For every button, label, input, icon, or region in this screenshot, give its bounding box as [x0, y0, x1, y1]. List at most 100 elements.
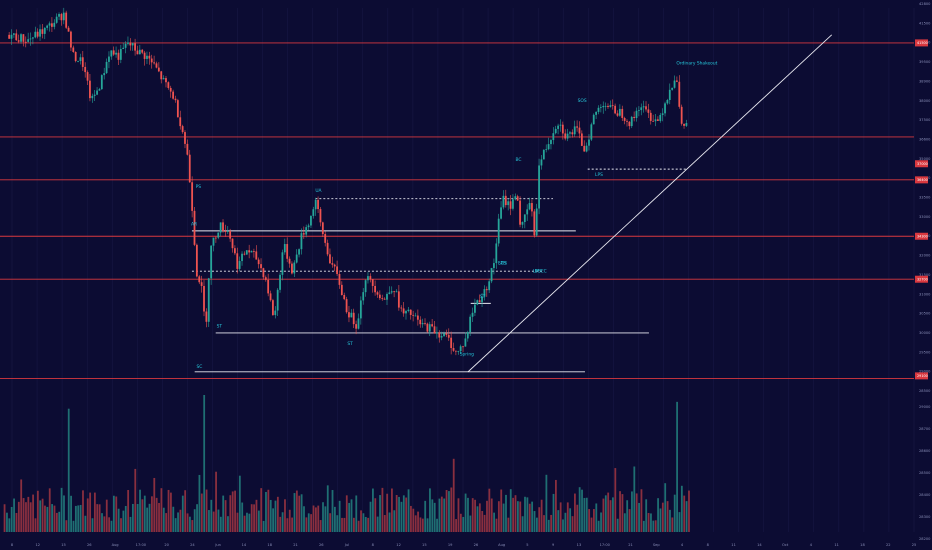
candle-body — [440, 336, 443, 338]
candle-body — [127, 42, 129, 44]
volume-bar — [101, 513, 103, 532]
candle-body — [374, 285, 377, 293]
candle-body — [621, 108, 624, 118]
volume-bar — [243, 515, 246, 532]
candle-body — [580, 133, 583, 146]
volume-bar — [531, 501, 534, 532]
volume-bar — [229, 495, 232, 532]
volume-bar — [502, 503, 505, 532]
candle-body — [566, 133, 569, 139]
candle-body — [526, 209, 529, 215]
candle-body — [321, 222, 324, 235]
volume-bar — [326, 485, 329, 532]
candle-body — [573, 126, 576, 135]
volume-tick-label: 29000 — [919, 405, 931, 409]
candle-body — [428, 324, 431, 332]
candle-body — [186, 143, 189, 155]
volume-bar — [189, 516, 191, 532]
time-tick-label: 15 — [61, 543, 66, 547]
candle-body — [74, 52, 77, 62]
volume-bar — [604, 495, 607, 532]
volume-bar — [272, 508, 275, 532]
volume-bar — [581, 489, 583, 532]
candle-body — [72, 47, 75, 53]
volume-bar — [131, 503, 134, 532]
volume-bar — [417, 511, 419, 532]
volume-bar — [673, 494, 676, 532]
volume-bar — [414, 515, 417, 532]
candle-body — [191, 182, 194, 211]
volume-bar — [27, 496, 30, 532]
candle-body — [255, 251, 258, 260]
price-axis-label: 29100 — [917, 374, 928, 378]
candle-body — [10, 34, 13, 39]
volume-bar — [141, 499, 144, 532]
time-tick-label: 21 — [293, 543, 298, 547]
volume-bar — [41, 498, 44, 532]
volume-bar — [98, 504, 101, 532]
candle-body — [405, 311, 407, 314]
candle-body — [267, 279, 270, 294]
volume-bar — [65, 520, 68, 532]
candle-body — [146, 55, 148, 59]
candle-body — [664, 103, 666, 114]
volume-bar — [146, 507, 149, 532]
volume-bar — [621, 494, 624, 532]
candle-body — [108, 56, 110, 62]
volume-bar — [507, 517, 510, 532]
volume-bar — [357, 520, 360, 532]
candle-body — [207, 278, 210, 322]
volume-bar — [493, 512, 496, 532]
volume-bar — [205, 489, 208, 532]
candle-body — [138, 49, 141, 55]
candle-body — [614, 105, 617, 114]
volume-bar — [381, 487, 384, 532]
wyckoff-annotation: AR — [191, 222, 197, 228]
candle-body — [219, 222, 222, 233]
volume-bar — [505, 494, 507, 532]
volume-bar — [566, 502, 569, 532]
volume-bar — [253, 504, 255, 532]
candle-body — [397, 291, 400, 308]
candle-body — [169, 87, 172, 92]
volume-bar — [262, 520, 265, 532]
volume-bar — [659, 508, 662, 532]
wyckoff-annotation: LPS — [498, 260, 506, 266]
volume-bar — [79, 504, 82, 532]
volume-bar — [298, 495, 301, 532]
volume-bar — [628, 509, 631, 532]
volume-bar — [203, 395, 206, 532]
volume-bar — [474, 499, 476, 532]
candle-body — [302, 233, 305, 235]
volume-bar — [661, 502, 664, 532]
candle-body — [381, 298, 384, 299]
volume-bar — [55, 512, 58, 532]
volume-bar — [550, 514, 553, 532]
volume-bar — [58, 511, 61, 532]
candle-body — [157, 67, 160, 72]
volume-bar — [535, 517, 538, 532]
volume-bar — [457, 498, 460, 532]
volume-bar — [526, 497, 529, 532]
volume-bar — [86, 498, 89, 532]
volume-bar — [619, 491, 621, 532]
candle-body — [24, 41, 27, 43]
time-tick-label: Jul — [344, 543, 349, 547]
volume-bar — [286, 518, 289, 532]
volume-bar — [471, 498, 474, 532]
volume-bar — [345, 495, 348, 532]
candle-body — [502, 195, 505, 208]
volume-bar — [680, 485, 683, 532]
candle-body — [129, 42, 132, 46]
volume-bar — [654, 520, 657, 532]
volume-bar — [341, 517, 343, 532]
candle-body — [507, 201, 510, 206]
volume-bar — [279, 516, 282, 532]
price-tick-label: 42800 — [919, 2, 931, 6]
candle-body — [293, 262, 296, 274]
candle-body — [150, 58, 153, 63]
time-tick-label: 18 — [860, 543, 865, 547]
candle-body — [160, 71, 163, 80]
candle-body — [367, 276, 369, 281]
